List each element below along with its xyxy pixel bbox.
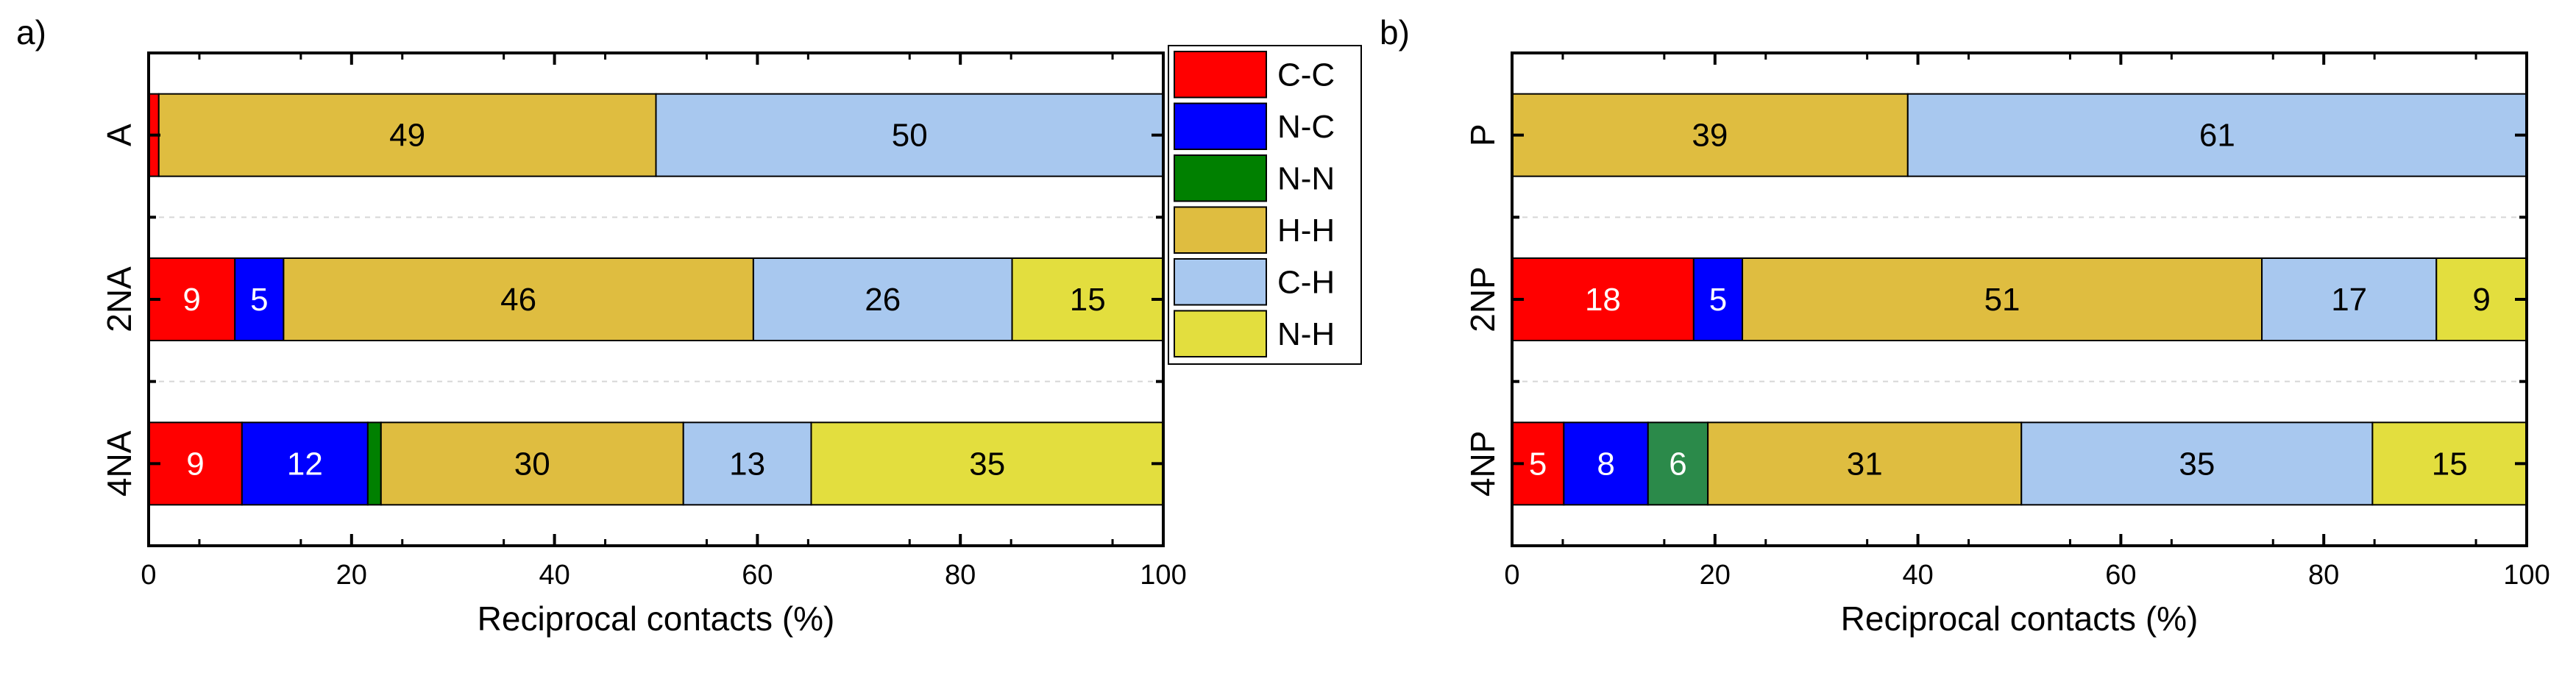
bar-segment-p-c-h [1906, 93, 2528, 177]
data-label: 30 [514, 446, 550, 482]
data-label: 35 [2179, 446, 2215, 482]
legend-label-n-n: N-N [1277, 160, 1335, 196]
legend-label-c-c: C-C [1277, 57, 1335, 93]
data-label: 9 [2472, 282, 2490, 318]
data-label: 15 [2432, 446, 2468, 482]
legend-swatch-c-c [1174, 51, 1267, 99]
data-label: 9 [186, 446, 204, 482]
bar-segment-4na-c-c [148, 421, 243, 506]
data-label: 31 [1847, 446, 1883, 482]
data-label: 6 [1669, 446, 1686, 482]
x-axis-label: Reciprocal contacts (%) [478, 599, 835, 638]
bar-segment-4na-n-h [810, 421, 1165, 506]
x-axis-label: Reciprocal contacts (%) [1841, 599, 2199, 638]
legend-swatch-n-n [1174, 154, 1267, 202]
legend-label-h-h: H-H [1277, 213, 1335, 249]
panel-a: 49 50 A 9 5 46 26 15 2NA 9 12 30 13 35 4NA 0 20 40 60 80 100… [16, 13, 1187, 638]
legend-swatch-n-h [1174, 310, 1267, 357]
data-label: 9 [182, 282, 200, 318]
data-label: 61 [2199, 118, 2235, 154]
data-label: 5 [250, 282, 268, 318]
legend-label-n-c: N-C [1277, 109, 1335, 145]
data-label: 8 [1597, 446, 1614, 482]
data-label: 18 [1585, 282, 1621, 318]
category-label-2np: 2NP [1463, 266, 1502, 332]
data-label: 17 [2331, 282, 2367, 318]
legend-label-c-h: C-H [1277, 264, 1335, 300]
x-tick-label: 40 [1902, 560, 1933, 591]
x-tick-label: 100 [2503, 560, 2550, 591]
data-label: 5 [1529, 446, 1547, 482]
x-tick-label: 80 [945, 560, 976, 591]
legend-label-n-h: N-H [1277, 316, 1335, 352]
data-label: 5 [1709, 282, 1727, 318]
legend-swatch-n-c [1174, 102, 1267, 150]
bar-segment-2na-n-h [1011, 257, 1165, 341]
category-label-4na: 4NA [100, 430, 138, 496]
x-tick-label: 20 [336, 560, 367, 591]
x-tick-label: 100 [1140, 560, 1186, 591]
x-tick-label: 20 [1700, 560, 1731, 591]
x-tick-label: 80 [2308, 560, 2339, 591]
x-tick-label: 40 [539, 560, 570, 591]
bar-segment-4np-n-h [2371, 421, 2528, 506]
data-label: 49 [389, 118, 425, 154]
category-label-2na: 2NA [100, 266, 138, 332]
legend: C-C N-C N-N H-H C-H N-H [1168, 45, 1362, 365]
bar-segment-2np-h-h [1742, 257, 2263, 341]
x-tick-label: 0 [1504, 560, 1519, 591]
category-label-4np: 4NP [1463, 431, 1502, 496]
legend-swatch-c-h [1174, 258, 1267, 306]
bar-segment-4np-h-h [1707, 421, 2023, 506]
x-tick-label: 60 [742, 560, 773, 591]
panel-b: 39 61 P 18 5 51 17 9 2NP 5 8 6 31 35 15 4NP 0 20 40 60 80 100… [1380, 13, 2550, 638]
bar-segment-4na-n-c [241, 421, 369, 506]
bar-segment-4np-c-h [2020, 421, 2374, 506]
category-label-a: A [100, 124, 138, 146]
data-label: 12 [287, 446, 323, 482]
panel-label: a) [16, 13, 46, 51]
bar-segment-2np-c-h [2261, 257, 2438, 341]
bar-segment-4na-n-n [366, 421, 382, 506]
bar-segment-a-c-h [655, 93, 1164, 177]
data-label: 39 [1692, 118, 1728, 154]
x-tick-label: 60 [2105, 560, 2136, 591]
data-label: 15 [1070, 282, 1106, 318]
data-label: 13 [729, 446, 765, 482]
data-label: 35 [969, 446, 1005, 482]
bar-segment-2na-c-h [752, 257, 1013, 341]
category-label-p: P [1463, 124, 1502, 146]
panel-label: b) [1380, 13, 1410, 51]
bar-segment-2np-c-c [1511, 257, 1695, 341]
data-label: 51 [1984, 282, 2020, 318]
bar-segment-2np-n-h [2435, 257, 2528, 341]
bar-segment-2np-n-c [1692, 257, 1744, 341]
data-label: 50 [892, 118, 928, 154]
bar-segment-4np-n-c [1563, 421, 1649, 506]
bar-segment-4np-n-n [1647, 421, 1709, 506]
x-tick-label: 0 [141, 560, 156, 591]
data-label: 46 [500, 282, 536, 318]
data-label: 26 [865, 282, 901, 318]
bar-segment-4na-c-h [682, 421, 812, 506]
bar-segment-p-h-h [1511, 93, 1909, 177]
legend-swatch-h-h [1174, 206, 1267, 254]
